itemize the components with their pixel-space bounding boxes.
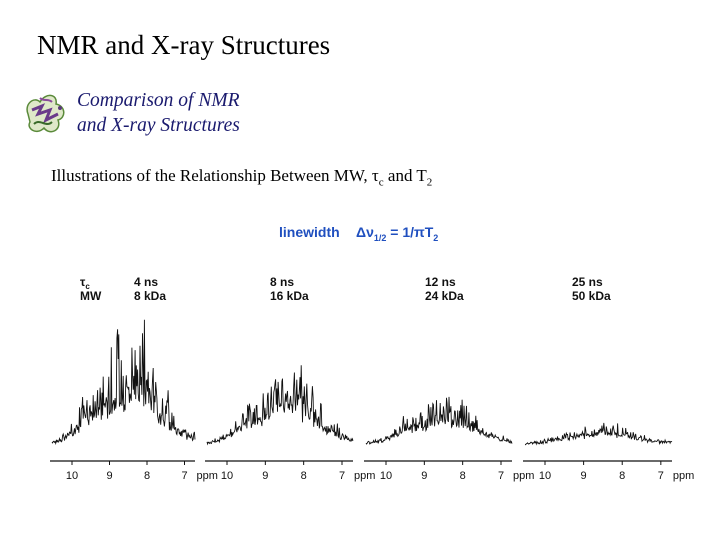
panel-tau-label: 25 ns — [572, 275, 603, 289]
ppm-unit-label: ppm — [354, 470, 375, 482]
subtitle-line-2: and X-ray Structures — [77, 115, 240, 136]
panel-tau-label: 12 ns — [425, 275, 456, 289]
linewidth-label: linewidth — [279, 224, 340, 240]
ppm-tick-label: 7 — [658, 470, 664, 482]
ppm-tick-label: 10 — [539, 470, 551, 482]
ppm-tick-label: 10 — [380, 470, 392, 482]
spectrum-trace — [206, 365, 354, 446]
ppm-tick-label: 7 — [498, 470, 504, 482]
ppm-unit-label: ppm — [673, 470, 694, 482]
ppm-tick-label: 9 — [106, 470, 112, 482]
spectrum-trace — [51, 319, 196, 446]
spectrum-trace — [365, 396, 513, 445]
panel-mw-label: 50 kDa — [572, 289, 611, 303]
ppm-tick-label: 9 — [262, 470, 268, 482]
nmr-spectra-figure: linewidth Δν1/2 = 1/πT2 τc MW 4 ns8 kDa 1… — [50, 224, 694, 482]
panel-mw-label: 16 kDa — [270, 289, 309, 303]
protein-structure-icon — [26, 94, 65, 133]
ppm-tick-label: 8 — [144, 470, 150, 482]
panel-tau-label: 4 ns — [134, 275, 158, 289]
ppm-tick-label: 8 — [619, 470, 625, 482]
caption-middle: and T — [383, 166, 427, 185]
panel-tau-label: 8 ns — [270, 275, 294, 289]
ppm-tick-label: 8 — [460, 470, 466, 482]
ppm-tick-label: 9 — [421, 470, 427, 482]
t2-subscript: 2 — [426, 176, 433, 189]
ppm-tick-label: 10 — [221, 470, 233, 482]
tau-symbol: τ — [371, 166, 379, 185]
panel-mw-label: 24 kDa — [425, 289, 464, 303]
ppm-tick-label: 10 — [66, 470, 78, 482]
subtitle-line-1: Comparison of NMR — [77, 90, 240, 111]
row-label-mw: MW — [80, 289, 102, 303]
ppm-tick-label: 7 — [339, 470, 345, 482]
ppm-unit-label: ppm — [197, 470, 218, 482]
spectrum-trace — [524, 422, 673, 446]
illustration-caption: Illustrations of the Relationship Betwee… — [51, 166, 432, 188]
subtitle: Comparison of NMR and X-ray Structures — [77, 88, 240, 138]
slide-title: NMR and X-ray Structures — [37, 30, 331, 60]
caption-prefix: Illustrations of the Relationship Betwee… — [51, 166, 372, 185]
row-label-tau: τc — [80, 275, 90, 291]
panel-mw-label: 8 kDa — [134, 289, 166, 303]
ppm-tick-label: 8 — [301, 470, 307, 482]
ppm-tick-label: 9 — [581, 470, 587, 482]
tau-subscript: c — [378, 176, 384, 189]
ppm-tick-label: 7 — [181, 470, 187, 482]
linewidth-formula: Δν1/2 = 1/πT2 — [356, 224, 438, 243]
ppm-unit-label: ppm — [513, 470, 534, 482]
